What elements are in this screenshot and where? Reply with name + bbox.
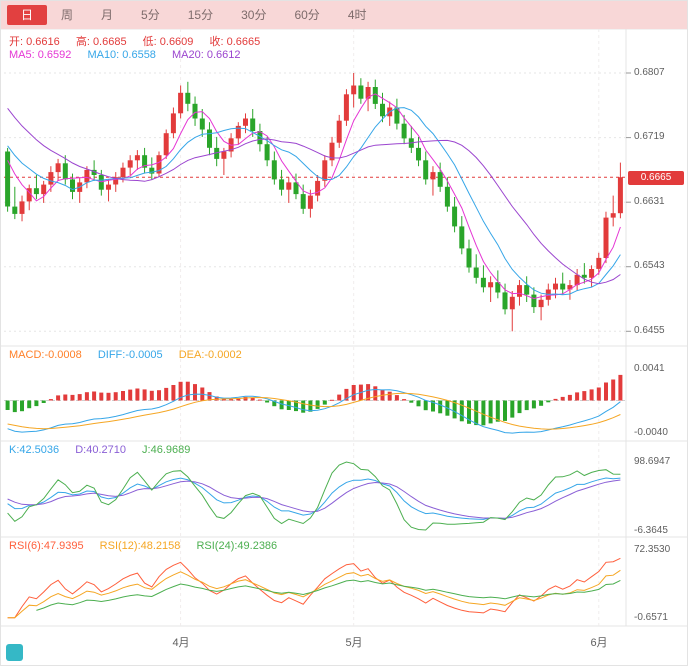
price-axis-label: 0.6719 — [634, 131, 665, 142]
tab-week[interactable]: 周 — [61, 8, 74, 22]
kdj-axis-top: 98.6947 — [634, 456, 671, 467]
rsi24-value: RSI(24):49.2386 — [196, 540, 278, 552]
x-axis-label-june: 6月 — [590, 637, 608, 649]
brand-logo-icon — [6, 644, 23, 661]
rsi12-value: RSI(12):48.2158 — [99, 540, 181, 552]
price-axis-label: 0.6543 — [634, 260, 665, 271]
macd-legend: MACD:-0.0008 DIFF:-0.0005 DEA:-0.0002 — [9, 349, 255, 361]
tab-15min[interactable]: 15分 — [187, 8, 214, 22]
tab-60min[interactable]: 60分 — [294, 8, 320, 22]
tab-month[interactable]: 月 — [101, 8, 114, 22]
ma-legend: MA5: 0.6592 MA10: 0.6558 MA20: 0.6612 — [9, 49, 254, 61]
dea-value: DEA:-0.0002 — [178, 349, 242, 361]
price-axis-label: 0.6455 — [634, 325, 665, 336]
price-axis-label: 0.6631 — [634, 196, 665, 207]
rsi-legend: RSI(6):47.9395 RSI(12):48.2158 RSI(24):4… — [9, 540, 290, 552]
tab-30min[interactable]: 30分 — [241, 8, 267, 22]
rsi-axis-bottom: -0.6571 — [634, 612, 668, 623]
current-price-badge: 0.6665 — [628, 171, 684, 185]
macd-axis-bottom: -0.0040 — [634, 427, 668, 438]
diff-value: DIFF:-0.0005 — [97, 349, 163, 361]
d-value: D:40.2710 — [75, 444, 126, 456]
k-value: K:42.5036 — [9, 444, 60, 456]
ma20-value: MA20: 0.6612 — [172, 49, 241, 61]
rsi-axis-top: 72.3530 — [634, 544, 671, 555]
x-axis-label-may: 5月 — [345, 637, 363, 649]
timeframe-toolbar: 日 周 月 5分 15分 30分 60分 4时 — [1, 1, 687, 29]
tab-5min[interactable]: 5分 — [141, 8, 160, 22]
macd-axis-top: 0.0041 — [634, 363, 665, 374]
kdj-axis-bottom: -6.3645 — [634, 525, 668, 536]
ohlc-open: 开: 0.6616 — [9, 36, 60, 48]
tab-4hour[interactable]: 4时 — [347, 8, 367, 22]
ma5-value: MA5: 0.6592 — [9, 49, 72, 61]
rsi6-value: RSI(6):47.9395 — [9, 540, 84, 552]
ohlc-high: 高: 0.6685 — [75, 36, 127, 48]
kdj-legend: K:42.5036 D:40.2710 J:46.9689 — [9, 444, 203, 456]
price-axis-label: 0.6807 — [634, 67, 665, 78]
ohlc-close: 收: 0.6665 — [209, 36, 261, 48]
ma10-value: MA10: 0.6558 — [87, 49, 156, 61]
ohlc-legend: 开: 0.6616 高: 0.6685 低: 0.6609 收: 0.6665 — [9, 33, 273, 49]
ohlc-low: 低: 0.6609 — [142, 36, 194, 48]
tab-day[interactable]: 日 — [7, 5, 48, 25]
x-axis-label-april: 4月 — [172, 637, 190, 649]
j-value: J:46.9689 — [142, 444, 191, 456]
macd-value: MACD:-0.0008 — [9, 349, 82, 361]
